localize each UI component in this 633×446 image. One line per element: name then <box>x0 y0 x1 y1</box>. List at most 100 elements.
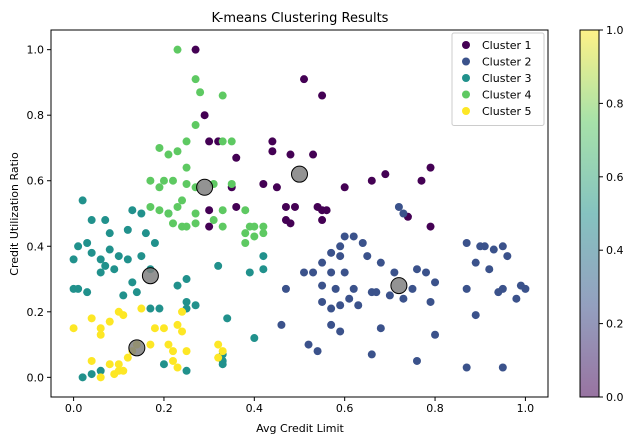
data-point <box>218 206 227 215</box>
data-point <box>191 75 200 84</box>
data-point <box>318 281 327 290</box>
data-point <box>159 324 168 333</box>
series-1 <box>191 45 435 231</box>
data-point <box>363 252 372 261</box>
data-point <box>87 248 96 257</box>
data-point <box>196 88 205 97</box>
data-point <box>245 268 254 277</box>
data-point <box>327 320 336 329</box>
data-point <box>412 356 421 365</box>
data-point <box>96 268 105 277</box>
data-point <box>250 232 259 241</box>
data-point <box>259 180 268 189</box>
data-point <box>205 206 214 215</box>
data-point <box>286 150 295 159</box>
data-point <box>480 242 489 251</box>
centroid-marker <box>141 267 159 285</box>
data-point <box>96 255 105 264</box>
data-point <box>78 196 87 205</box>
data-point <box>394 202 403 211</box>
data-point <box>358 238 367 247</box>
data-point <box>462 284 471 293</box>
data-point <box>272 183 281 192</box>
data-point <box>268 137 277 146</box>
legend-swatch <box>462 90 470 99</box>
data-point <box>304 340 313 349</box>
data-point <box>128 278 137 287</box>
data-point <box>336 301 345 310</box>
data-point <box>182 275 191 284</box>
data-point <box>191 301 200 310</box>
data-point <box>191 121 200 130</box>
colorbar-tick-label: 0.6 <box>606 171 624 184</box>
colorbar-tick-label: 0.2 <box>606 318 624 331</box>
data-point <box>390 268 399 277</box>
data-point <box>372 288 381 297</box>
data-point <box>498 242 507 251</box>
y-tick-label: 0.4 <box>27 240 45 253</box>
legend-label: Cluster 3 <box>482 72 532 85</box>
colorbar-gradient <box>580 30 599 397</box>
data-point <box>74 242 83 251</box>
data-point <box>340 183 349 192</box>
y-tick-label: 0.8 <box>27 109 45 122</box>
data-point <box>268 147 277 156</box>
data-point <box>141 229 150 238</box>
y-tick-label: 0.0 <box>27 371 45 384</box>
data-point <box>331 284 340 293</box>
data-point <box>462 238 471 247</box>
data-point <box>232 153 241 162</box>
x-axis-label: Avg Credit Limit <box>256 422 344 435</box>
data-point <box>250 222 259 231</box>
data-point <box>168 219 177 228</box>
data-point <box>259 229 268 238</box>
data-point <box>408 284 417 293</box>
data-point <box>105 245 114 254</box>
data-point <box>327 268 336 277</box>
data-point <box>105 360 114 369</box>
data-point <box>164 340 173 349</box>
data-point <box>232 202 241 211</box>
data-point <box>345 294 354 303</box>
legend-swatch <box>462 41 470 49</box>
data-point <box>105 229 114 238</box>
legend-label: Cluster 5 <box>482 105 532 118</box>
data-point <box>223 314 232 323</box>
data-point <box>512 294 521 303</box>
y-axis-label: Credit Utilization Ratio <box>8 152 21 276</box>
data-point <box>159 360 168 369</box>
colorbar-tick-label: 1.0 <box>606 24 624 37</box>
y-tick-label: 0.2 <box>27 306 45 319</box>
data-point <box>173 147 182 156</box>
data-point <box>399 294 408 303</box>
data-point <box>209 216 218 225</box>
data-point <box>462 363 471 372</box>
data-point <box>146 176 155 185</box>
data-point <box>431 278 440 287</box>
x-tick-label: 0.0 <box>65 402 83 415</box>
data-point <box>87 216 96 225</box>
data-point <box>182 297 191 306</box>
data-point <box>471 311 480 320</box>
data-point <box>327 248 336 257</box>
data-point <box>205 137 214 146</box>
data-point <box>182 180 191 189</box>
series-4 <box>146 45 268 247</box>
data-point <box>114 252 123 261</box>
data-point <box>218 347 227 356</box>
colorbar-tick-label: 0.8 <box>606 97 624 110</box>
data-point <box>182 366 191 375</box>
data-point <box>349 232 358 241</box>
data-point <box>146 202 155 211</box>
data-point <box>173 363 182 372</box>
legend-label: Cluster 1 <box>482 39 532 52</box>
legend-swatch <box>462 107 470 115</box>
data-point <box>87 314 96 323</box>
data-point <box>69 324 78 333</box>
data-point <box>83 238 92 247</box>
data-point <box>227 180 236 189</box>
data-point <box>218 360 227 369</box>
data-point <box>150 238 159 247</box>
data-point <box>489 245 498 254</box>
